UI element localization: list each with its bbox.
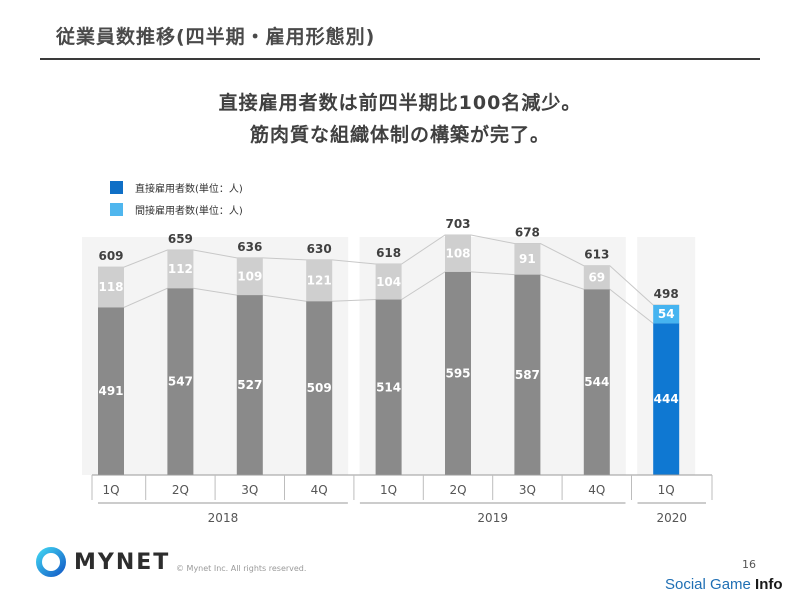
- data-label-total: 618: [376, 246, 401, 260]
- data-label-indirect: 91: [519, 252, 536, 266]
- watermark-text-2: Info: [755, 576, 783, 593]
- bar-group-0: 491 118 609: [98, 249, 124, 475]
- bar-indirect: [653, 304, 680, 324]
- x-tick-label: 1Q: [102, 483, 119, 497]
- data-label-direct: 444: [654, 392, 679, 406]
- bar-group-8: 444 54 498: [653, 287, 680, 475]
- data-label-indirect: 54: [658, 307, 675, 321]
- chart-legend: 直接雇用者数(単位：人) 間接雇用者数(単位：人): [110, 176, 243, 220]
- page-title: 従業員数推移(四半期・雇用形態別): [56, 26, 376, 48]
- x-tick-label: 3Q: [519, 483, 536, 497]
- x-tick-label: 1Q: [380, 483, 397, 497]
- legend-item-direct: 直接雇用者数(単位：人): [110, 176, 243, 198]
- bar-group-7: 544 69 613: [583, 248, 610, 475]
- bar-group-1: 547 112 659: [167, 232, 194, 475]
- watermark: Social Game Info: [665, 576, 783, 593]
- bar-indirect: [98, 267, 124, 308]
- legend-item-indirect: 間接雇用者数(単位：人): [110, 198, 243, 220]
- legend-swatch-direct: [110, 180, 123, 194]
- data-label-direct: 527: [237, 378, 262, 392]
- mynet-logo: MYNET: [36, 547, 170, 577]
- bar-indirect: [167, 250, 194, 289]
- data-label-total: 703: [445, 217, 470, 231]
- data-label-indirect: 108: [445, 246, 470, 260]
- data-label-indirect: 121: [307, 274, 332, 288]
- x-tick-label: 2Q: [449, 483, 466, 497]
- x-tick-label: 1Q: [658, 483, 675, 497]
- bar-indirect: [445, 235, 471, 272]
- data-label-total: 630: [307, 242, 332, 256]
- data-label-indirect: 69: [588, 271, 605, 285]
- x-tick-label: 4Q: [588, 483, 605, 497]
- bar-indirect: [306, 259, 333, 302]
- watermark-text-1: Social Game: [665, 576, 756, 593]
- title-divider: [40, 58, 760, 60]
- bar-group-2: 527 109 636: [236, 240, 263, 475]
- bar-direct: [375, 299, 402, 475]
- bar-direct: [445, 271, 471, 475]
- copyright-text: © Mynet Inc. All rights reserved.: [176, 564, 307, 573]
- bar-indirect: [583, 265, 610, 290]
- bar-group-5: 595 108 703: [445, 217, 471, 475]
- x-tick-label: 4Q: [311, 483, 328, 497]
- data-label-indirect: 112: [168, 262, 193, 276]
- bar-group-4: 514 104 618: [375, 246, 402, 475]
- legend-label-indirect: 間接雇用者数(単位：人): [135, 205, 243, 217]
- mynet-logo-icon: [36, 547, 66, 577]
- bar-direct: [98, 307, 124, 475]
- data-label-total: 678: [515, 226, 540, 240]
- year-group-label: 2018: [208, 511, 239, 525]
- bar-direct: [306, 301, 333, 475]
- data-label-total: 659: [168, 232, 193, 246]
- headline-line-1: 直接雇用者数は前四半期比100名減少。: [218, 92, 582, 114]
- x-tick-label: 2Q: [172, 483, 189, 497]
- bar-group-3: 509 121 630: [306, 242, 333, 475]
- chart-group-panel: [82, 237, 349, 475]
- year-group-label: 2020: [656, 511, 687, 525]
- bar-direct: [583, 289, 610, 475]
- data-label-direct: 514: [376, 380, 401, 394]
- bar-direct: [236, 295, 263, 475]
- data-label-indirect: 104: [376, 275, 401, 289]
- data-label-total: 609: [98, 249, 123, 263]
- chart-group-panel: [359, 237, 626, 475]
- stacked-bar-chart: 491 118 609 547 112 659 527 109 636 509 121 630 514 1…: [82, 217, 713, 525]
- data-label-total: 613: [584, 248, 609, 262]
- bar-group-6: 587 91 678: [514, 226, 541, 475]
- brand-name: MYNET: [74, 549, 171, 575]
- legend-swatch-indirect: [110, 202, 123, 216]
- data-label-direct: 509: [307, 381, 332, 395]
- footer: [0, 536, 800, 597]
- data-label-direct: 587: [515, 368, 540, 382]
- data-label-direct: 595: [445, 366, 470, 380]
- data-label-indirect: 109: [237, 269, 262, 283]
- bar-indirect: [236, 257, 263, 296]
- data-label-total: 498: [654, 287, 679, 301]
- data-label-direct: 547: [168, 375, 193, 389]
- bar-indirect: [375, 264, 402, 300]
- data-label-indirect: 118: [98, 280, 123, 294]
- bar-direct: [653, 323, 680, 475]
- bar-direct: [514, 274, 541, 475]
- data-label-direct: 491: [98, 384, 123, 398]
- year-group-label: 2019: [477, 511, 508, 525]
- x-tick-label: 3Q: [241, 483, 258, 497]
- data-label-total: 636: [237, 240, 262, 254]
- headline-line-2: 筋肉質な組織体制の構築が完了。: [249, 124, 550, 146]
- legend-label-direct: 直接雇用者数(単位：人): [135, 183, 243, 195]
- bar-indirect: [514, 243, 541, 275]
- page-number: 16: [742, 558, 756, 571]
- bar-direct: [167, 288, 194, 475]
- data-label-direct: 544: [584, 375, 609, 389]
